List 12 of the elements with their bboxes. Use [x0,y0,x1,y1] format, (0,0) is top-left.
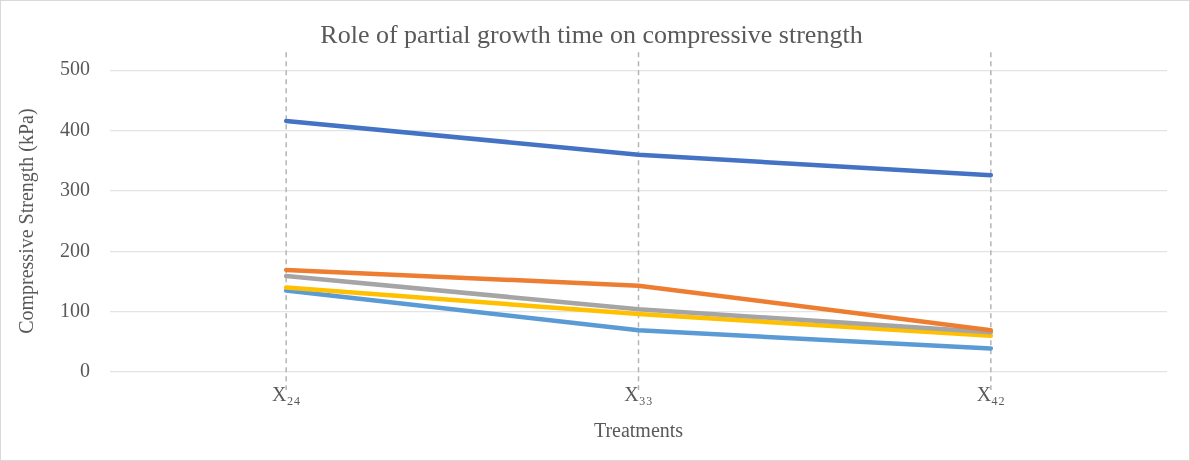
y-axis-title: Compressive Strength (kPa) [15,108,39,334]
x-axis-title: Treatments [593,419,684,442]
y-tick-label: 200 [60,238,90,261]
y-tick-label: 300 [60,178,90,201]
y-tick-label: 400 [60,117,90,140]
y-tick-label: 100 [60,298,90,321]
x-tick-label: X₃₃ [624,383,653,406]
y-tick-label: 0 [80,359,90,382]
x-tick-label: X₂₄ [271,383,301,406]
y-tick-label: 500 [60,57,90,80]
x-tick-label: X₄₂ [976,383,1006,406]
chart-title: Role of partial growth time on compressive strength [320,20,863,50]
